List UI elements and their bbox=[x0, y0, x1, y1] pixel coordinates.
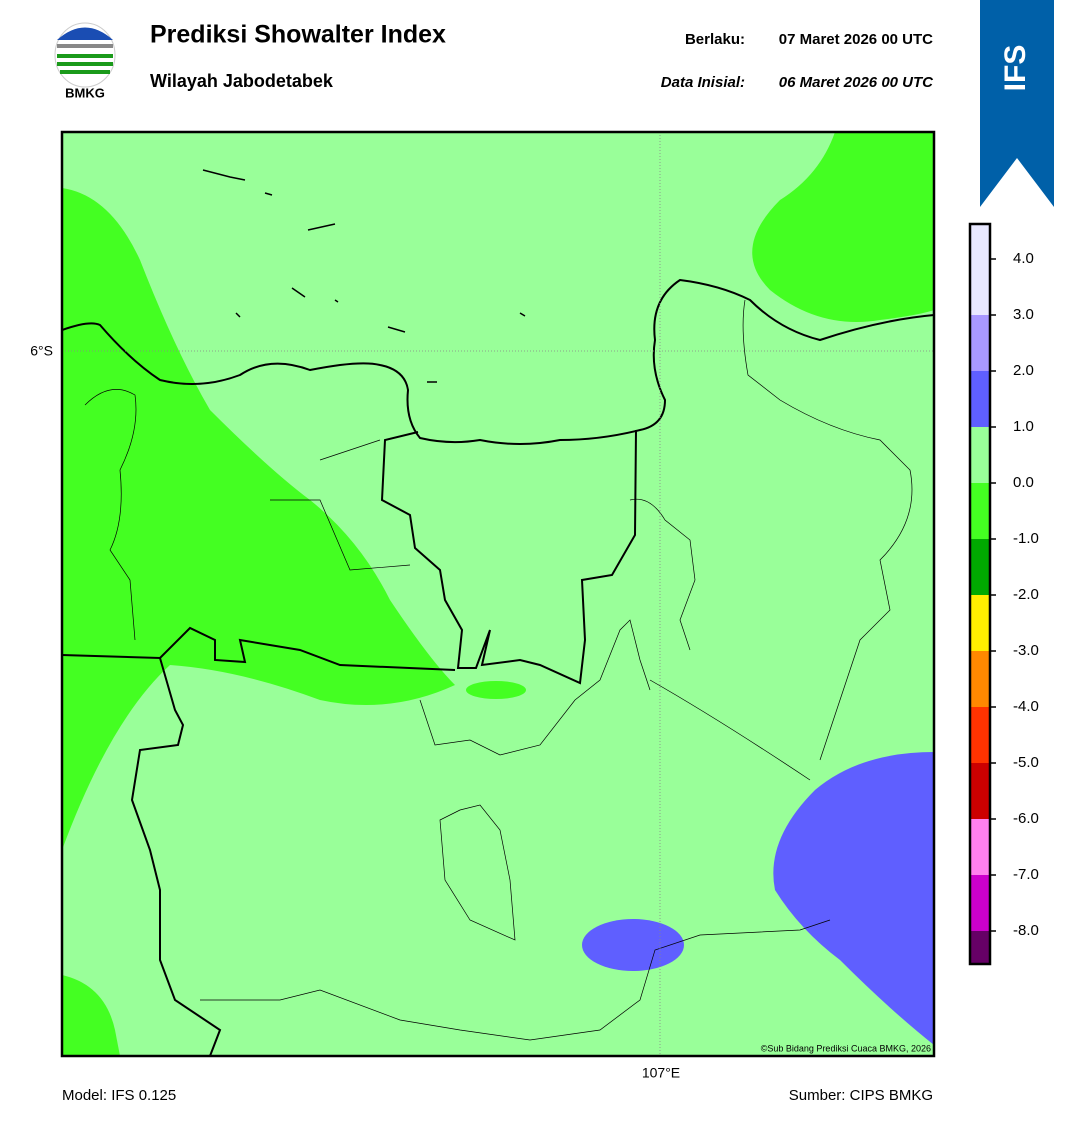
init-value: 06 Maret 2026 00 UTC bbox=[779, 74, 934, 91]
footer-source: Sumber: CIPS BMKG bbox=[789, 1087, 933, 1104]
colorbar-segment bbox=[970, 707, 990, 763]
valid-label: Berlaku: bbox=[685, 31, 745, 48]
subtitle: Wilayah Jabodetabek bbox=[150, 71, 334, 91]
colorbar-segment bbox=[970, 427, 990, 483]
colorbar-tick-label: -6.0 bbox=[1013, 810, 1039, 827]
footer-model: Model: IFS 0.125 bbox=[62, 1087, 176, 1104]
valid-value: 07 Maret 2026 00 UTC bbox=[779, 31, 933, 48]
badge bbox=[980, 0, 1054, 207]
colorbar-segment bbox=[970, 651, 990, 707]
colorbar-tick-label: 3.0 bbox=[1013, 306, 1034, 323]
colorbar-segment bbox=[970, 875, 990, 931]
colorbar-tick-label: -3.0 bbox=[1013, 642, 1039, 659]
init-label: Data Inisial: bbox=[661, 74, 745, 91]
colorbar-segment bbox=[970, 224, 990, 315]
colorbar-tick-label: 0.0 bbox=[1013, 474, 1034, 491]
colorbar-tick-label: -7.0 bbox=[1013, 866, 1039, 883]
colorbar-frame bbox=[968, 222, 992, 966]
colorbar-tick-label: -2.0 bbox=[1013, 586, 1039, 603]
lon-label: 107°E bbox=[642, 1065, 680, 1081]
colorbar-segment bbox=[970, 931, 990, 964]
colorbar: 4.0 3.0 2.0 1.0 0.0 -1.0 -2.0 -3.0 -4.0 -5.0 -6.0 -… bbox=[970, 224, 1039, 964]
lat-label: 6°S bbox=[30, 343, 53, 359]
colorbar-tick-label: -1.0 bbox=[1013, 530, 1039, 547]
colorbar-segment bbox=[970, 819, 990, 875]
colorbar-tick-label: 1.0 bbox=[1013, 418, 1034, 435]
colorbar-segment bbox=[970, 539, 990, 595]
title: Prediksi Showalter Index bbox=[150, 21, 446, 49]
colorbar-segment bbox=[970, 315, 990, 371]
colorbar-segment bbox=[970, 483, 990, 539]
logo-text: BMKG bbox=[65, 85, 105, 100]
colorbar-tick-label: -4.0 bbox=[1013, 698, 1039, 715]
map-frame bbox=[60, 130, 936, 1058]
colorbar-segment bbox=[970, 763, 990, 819]
colorbar-segment bbox=[970, 595, 990, 651]
colorbar-tick-label: 4.0 bbox=[1013, 250, 1034, 267]
map-credit: ©Sub Bidang Prediksi Cuaca BMKG, 2026 bbox=[761, 1043, 931, 1053]
map: ©Sub Bidang Prediksi Cuaca BMKG, 2026 bbox=[62, 132, 934, 1056]
colorbar-tick-label: 2.0 bbox=[1013, 362, 1034, 379]
colorbar-tick-label: -8.0 bbox=[1013, 922, 1039, 939]
colorbar-segment bbox=[970, 371, 990, 427]
colorbar-tick-label: -5.0 bbox=[1013, 754, 1039, 771]
logo: BMKG bbox=[54, 22, 116, 100]
badge-text: IFS bbox=[999, 45, 1032, 92]
